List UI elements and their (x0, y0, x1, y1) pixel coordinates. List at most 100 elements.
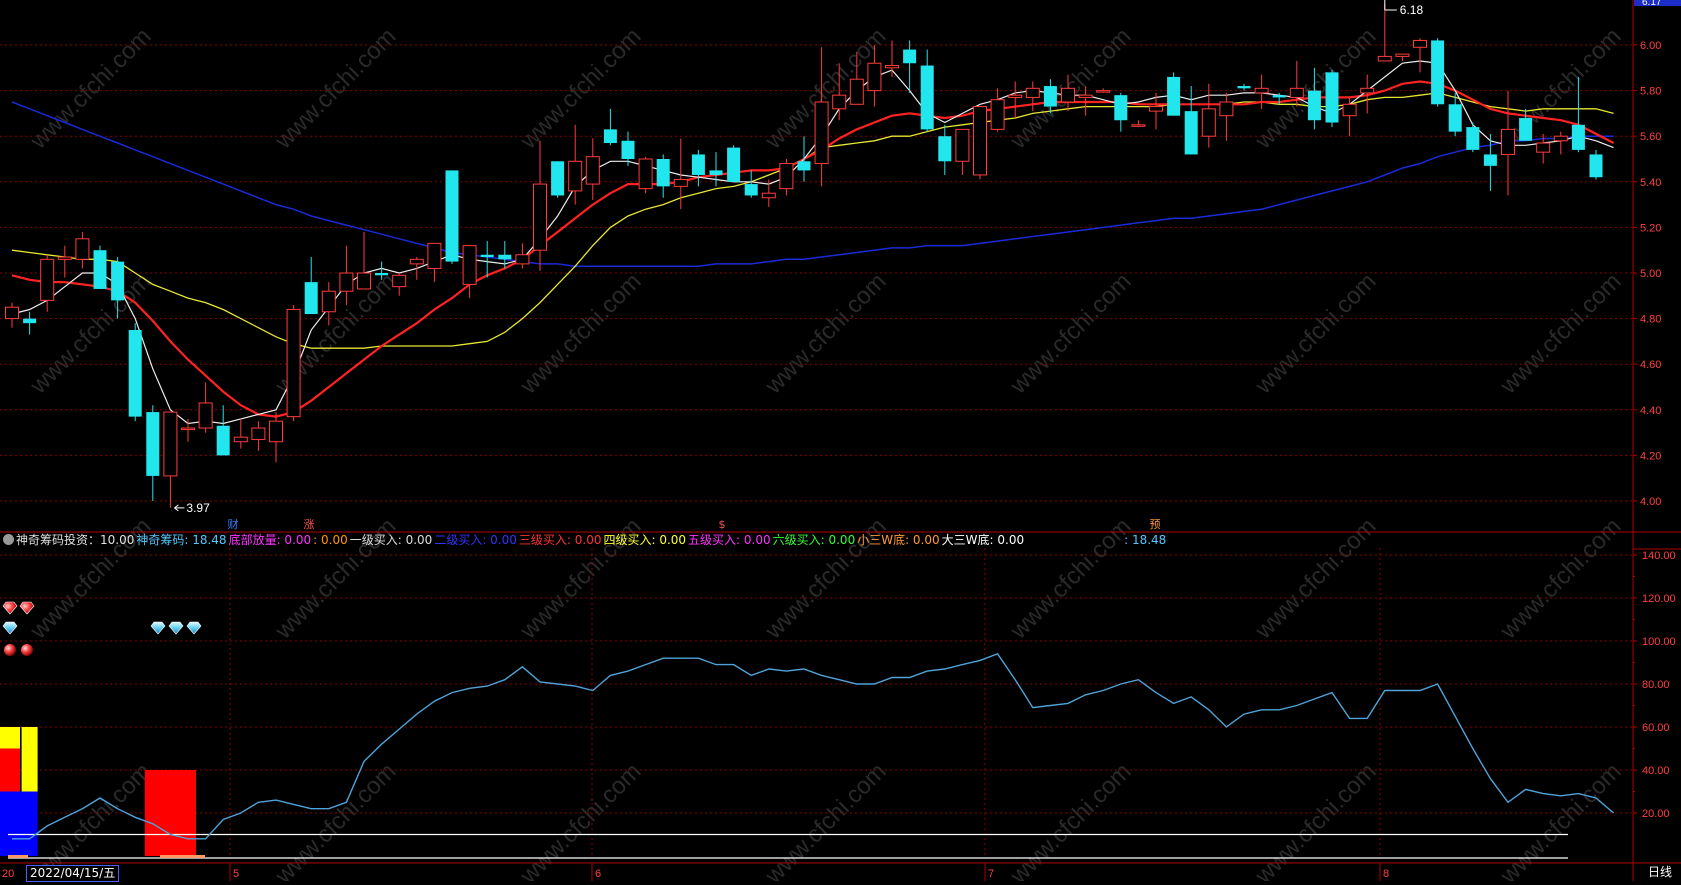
period-label[interactable]: 日线 (1648, 865, 1673, 879)
candle (727, 145, 741, 182)
candle-body (1114, 95, 1128, 121)
legend-item: 底部放量: 0.00 (228, 533, 312, 547)
candle-body (779, 163, 794, 190)
candle (181, 418, 195, 442)
gear-icon[interactable] (3, 534, 14, 545)
candle-body (233, 436, 248, 443)
price-tick-label: 5.20 (1640, 222, 1661, 234)
price-tick-label: 6.00 (1640, 40, 1661, 52)
legend-item: : 18.48 (1124, 533, 1167, 547)
candle-body (691, 154, 705, 175)
watermark-text: www.cfchi.com (1494, 513, 1626, 645)
candle (797, 136, 811, 182)
candle (1254, 74, 1269, 109)
candle-body (1360, 87, 1375, 94)
low-price-label: 3.97 (186, 501, 210, 515)
candle (1061, 74, 1075, 112)
price-tick-label: 5.60 (1640, 131, 1661, 143)
candle (867, 45, 882, 107)
legend-item: : 0.00 (313, 533, 348, 547)
candle-body (357, 272, 371, 290)
candlestick-series[interactable] (5, 3, 1603, 508)
candle-body (568, 160, 583, 192)
watermark-text: www.cfchi.com (1494, 268, 1626, 400)
candle-body (111, 261, 125, 301)
candle-body (57, 256, 72, 260)
candle-body (1413, 39, 1427, 48)
candle-body (621, 140, 635, 159)
candle (1360, 74, 1375, 114)
month-label: 5 (233, 868, 239, 880)
candle (903, 40, 917, 93)
red-ball-icon (21, 644, 33, 656)
watermark-text: www.cfchi.com (1004, 268, 1136, 400)
candle-body (375, 273, 389, 276)
legend-item: 神奇筹码投资：10.00 (16, 533, 135, 547)
ma-red-line (11, 80, 1615, 418)
candle-body (181, 427, 195, 431)
candle (5, 302, 19, 328)
candle (304, 257, 318, 315)
candle (445, 170, 459, 264)
candle (1589, 149, 1603, 180)
candle-body (1342, 103, 1357, 117)
candle-body (251, 427, 266, 440)
indicator-tick-label: 140.00 (1642, 550, 1676, 562)
candle-body (1289, 87, 1304, 98)
candle (216, 405, 230, 456)
candle-body (1043, 86, 1057, 107)
candle (1201, 83, 1216, 148)
candle-body (1307, 90, 1321, 121)
candle (603, 108, 617, 146)
legend-item: 四级买入: 0.00 (603, 533, 687, 547)
candle-body (1431, 40, 1445, 105)
red-gem-icon (19, 601, 35, 615)
event-marker: $ (719, 518, 726, 531)
candle-body (146, 412, 160, 476)
indicator-panel[interactable] (0, 653, 1615, 859)
candle (1413, 38, 1427, 73)
candle-body (23, 318, 37, 324)
candle-body (814, 101, 829, 165)
price-tick-label: 4.40 (1640, 405, 1661, 417)
signal-block (144, 770, 196, 856)
candle (427, 242, 442, 283)
candle-body (1536, 142, 1551, 153)
candle (1078, 86, 1093, 116)
candle (638, 156, 653, 194)
watermark-text: www.cfchi.com (1249, 268, 1381, 400)
candle (163, 411, 178, 508)
indicator-tick-label: 40.00 (1642, 765, 1670, 777)
price-tick-label: 4.20 (1640, 450, 1661, 462)
candle-body (727, 147, 741, 182)
candle (1025, 81, 1040, 112)
low-arrow (174, 504, 185, 512)
candle (57, 245, 72, 278)
candle-body (445, 170, 459, 262)
bottom-mark (8, 855, 28, 858)
candle-body (656, 159, 670, 187)
watermark-text: www.cfchi.com (269, 23, 401, 155)
candle-body (1184, 111, 1198, 155)
candle (885, 40, 899, 77)
candle-body (1061, 87, 1075, 103)
candle (814, 47, 829, 187)
current-date-label: 2022/04/15/五 (26, 865, 120, 882)
candle-body (198, 402, 213, 429)
candle (111, 257, 125, 319)
candle-body (1167, 76, 1181, 116)
candle (761, 179, 776, 207)
candle (691, 149, 705, 187)
candle (849, 51, 864, 105)
candle-body (498, 254, 512, 260)
candle-body (744, 184, 758, 196)
indicator-tick-label: 20.00 (1642, 808, 1670, 820)
legend-item: 神奇筹码: 18.48 (136, 533, 227, 547)
candle-body (533, 183, 547, 251)
indicator-line (12, 653, 1615, 840)
candle-body (1149, 106, 1163, 112)
price-tick-label: 5.40 (1640, 177, 1661, 189)
candle-body (427, 242, 442, 269)
candle-body (286, 308, 301, 418)
